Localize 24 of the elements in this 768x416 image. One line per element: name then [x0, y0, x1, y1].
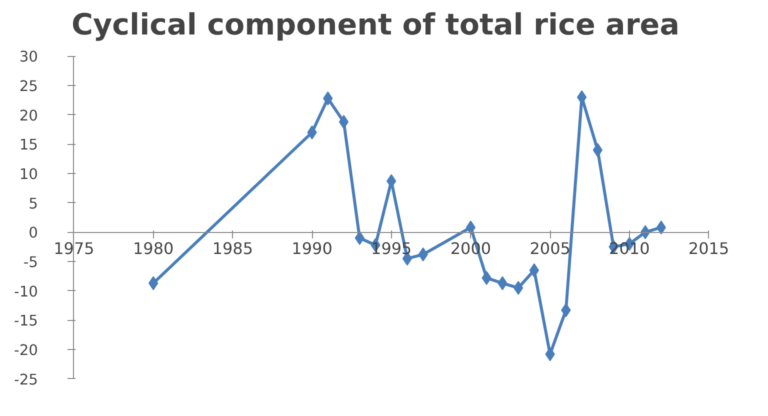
y-tick-label: 25 — [19, 78, 38, 96]
y-tick-label: -25 — [14, 371, 38, 388]
x-tick-label: 1980 — [132, 239, 174, 258]
y-tick-label: -20 — [14, 342, 38, 359]
y-tick-label: -5 — [23, 254, 38, 271]
x-tick-label: 2015 — [688, 239, 730, 258]
y-tick-label: 5 — [28, 195, 38, 212]
x-tick-label: 1990 — [292, 239, 332, 258]
y-tick-label: -15 — [14, 312, 38, 330]
y-tick-label: -10 — [14, 283, 38, 300]
x-tick-label: 1985 — [212, 239, 254, 258]
point — [592, 143, 603, 158]
x-tick-label: 2005 — [530, 239, 570, 258]
y-tick-label: 30 — [19, 48, 38, 66]
point — [466, 220, 476, 234]
y-tick-label: 20 — [19, 107, 38, 124]
y-tick-label: 10 — [19, 166, 38, 184]
y-tick-label: 0 — [28, 224, 38, 242]
y-tick-label: 15 — [19, 136, 38, 154]
point — [338, 114, 349, 129]
point — [529, 263, 540, 278]
point — [513, 280, 524, 295]
point — [148, 276, 158, 290]
chart-title: Cyclical component of total rice area — [72, 8, 680, 42]
